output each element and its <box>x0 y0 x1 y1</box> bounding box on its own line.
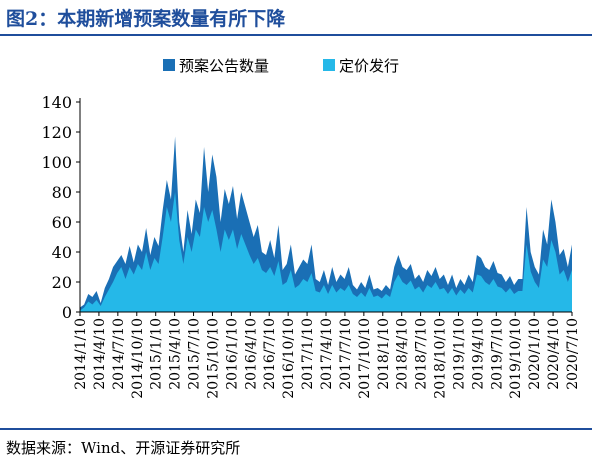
x-tick-label: 2016/1/10 <box>224 318 240 390</box>
source-rule <box>0 428 592 430</box>
x-tick-label: 2019/1/10 <box>452 318 468 390</box>
x-tick-label: 2018/4/10 <box>395 318 411 390</box>
legend-label-proposal: 预案公告数量 <box>179 57 269 75</box>
series-area-1 <box>80 192 572 312</box>
x-tick-label: 2020/7/10 <box>565 318 581 390</box>
x-tick-label: 2017/7/10 <box>338 318 354 390</box>
y-axis: 0 20 40 60 80 100 120 140 <box>41 93 81 322</box>
x-tick-label: 2016/4/10 <box>243 318 259 390</box>
legend: 预案公告数量 定价发行 <box>163 57 399 75</box>
x-tick-label: 2020/1/10 <box>527 318 543 390</box>
x-tick-label: 2016/10/10 <box>281 318 297 399</box>
x-tick-label: 2018/10/10 <box>433 318 449 399</box>
plot-area <box>80 136 572 312</box>
title-underline <box>0 34 592 36</box>
y-tick-label: 0 <box>62 303 72 322</box>
legend-swatch-placement <box>323 59 335 71</box>
x-tick-label: 2018/1/10 <box>376 318 392 390</box>
x-tick-label: 2019/4/10 <box>470 318 486 390</box>
y-tick-label: 40 <box>52 243 72 262</box>
legend-label-placement: 定价发行 <box>339 57 399 75</box>
y-tick-label: 60 <box>52 213 72 232</box>
x-axis: 2014/1/10 2014/4/10 2014/7/10 2014/10/10 201… <box>73 311 581 399</box>
figure-title: 图2：本期新增预案数量有所下降 <box>6 8 286 30</box>
source-note: 数据来源：Wind、开源证券研究所 <box>6 439 241 457</box>
x-tick-label: 2015/1/10 <box>149 318 165 390</box>
x-tick-label: 2014/7/10 <box>111 318 127 390</box>
y-tick-label: 100 <box>41 153 72 172</box>
x-tick-label: 2014/1/10 <box>73 318 89 390</box>
x-tick-label: 2018/7/10 <box>414 318 430 390</box>
y-tick-label: 20 <box>52 273 72 292</box>
x-tick-label: 2020/4/10 <box>546 318 562 390</box>
y-tick-label: 80 <box>52 183 72 202</box>
x-tick-label: 2016/7/10 <box>262 318 278 390</box>
x-tick-label: 2015/10/10 <box>206 318 222 399</box>
x-tick-label: 2014/10/10 <box>130 318 146 399</box>
legend-swatch-proposal <box>163 59 175 71</box>
x-tick-label: 2015/7/10 <box>187 318 203 390</box>
x-tick-label: 2017/4/10 <box>319 318 335 390</box>
x-tick-label: 2017/1/10 <box>300 318 316 390</box>
y-tick-label: 140 <box>41 93 72 112</box>
x-tick-label: 2019/7/10 <box>489 318 505 390</box>
x-tick-label: 2019/10/10 <box>508 318 524 399</box>
y-tick-label: 120 <box>41 123 72 142</box>
x-tick-label: 2015/4/10 <box>168 318 184 390</box>
x-tick-label: 2014/4/10 <box>92 318 108 390</box>
x-tick-label: 2017/10/10 <box>357 318 373 399</box>
